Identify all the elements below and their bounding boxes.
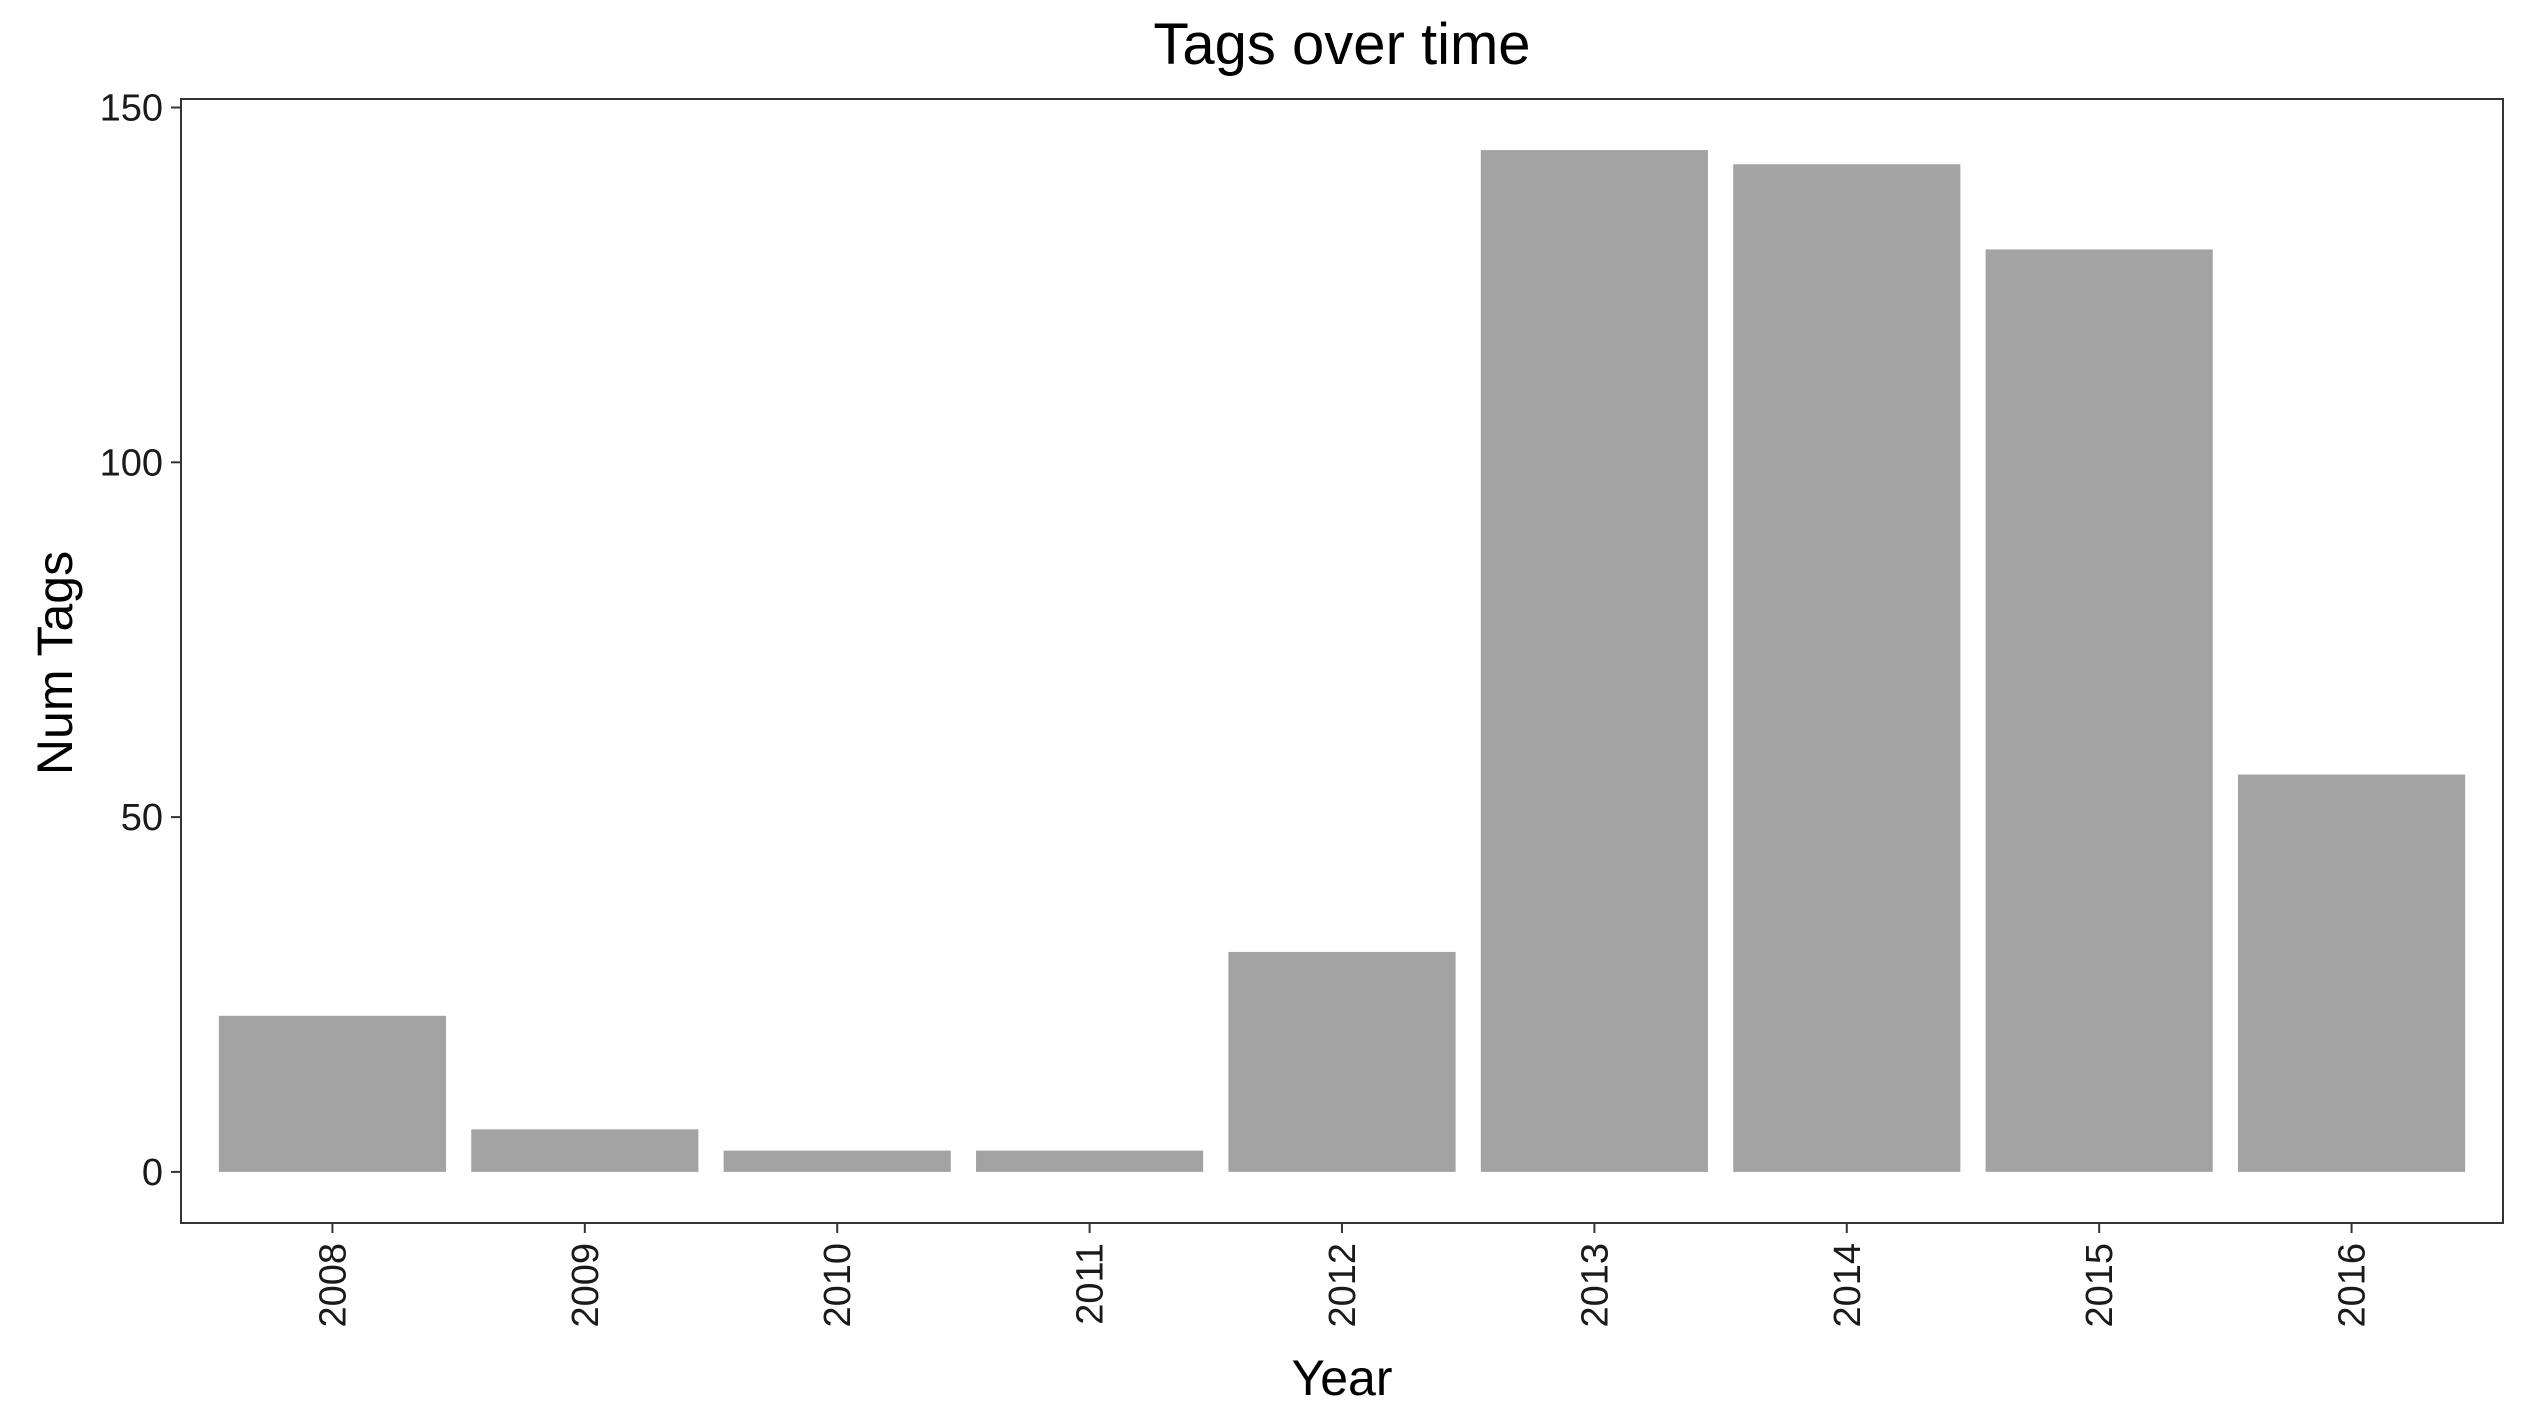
chart-title: Tags over time [1153,12,1530,77]
bar-2011 [976,1150,1204,1172]
x-tick-label-2009: 2009 [565,1243,607,1328]
bars [218,150,2466,1172]
x-axis-title: Year [1291,1350,1392,1406]
y-tick-label: 100 [100,442,163,484]
x-tick-label-2010: 2010 [817,1243,859,1328]
bar-2013 [1480,150,1708,1172]
y-tick-label: 0 [142,1152,163,1194]
x-tick-label-2011: 2011 [1070,1243,1112,1325]
bar-2015 [1985,249,2213,1172]
bar-2009 [471,1129,699,1172]
plot-panel-border [180,98,2504,1224]
y-tick-label: 150 [100,88,163,130]
y-axis-title: Num Tags [27,551,83,775]
x-axis: 2008 2009 2010 2011 2012 2013 2014 2015 2016 [312,1223,2374,1328]
y-axis: 0 50 100 150 [100,88,181,1194]
x-tick-label-2015: 2015 [2079,1243,2121,1328]
x-tick-label-2008: 2008 [312,1243,354,1328]
bar-2016 [2237,774,2466,1172]
y-tick-label: 50 [121,797,163,839]
bar-2008 [218,1015,447,1172]
bar-2010 [723,1150,951,1172]
bar-2014 [1733,164,1961,1172]
x-tick-label-2016: 2016 [2332,1243,2374,1328]
bar-2012 [1228,951,1456,1172]
x-tick-label-2014: 2014 [1827,1243,1869,1328]
x-tick-label-2013: 2013 [1574,1243,1616,1328]
x-tick-label-2012: 2012 [1322,1243,1364,1328]
